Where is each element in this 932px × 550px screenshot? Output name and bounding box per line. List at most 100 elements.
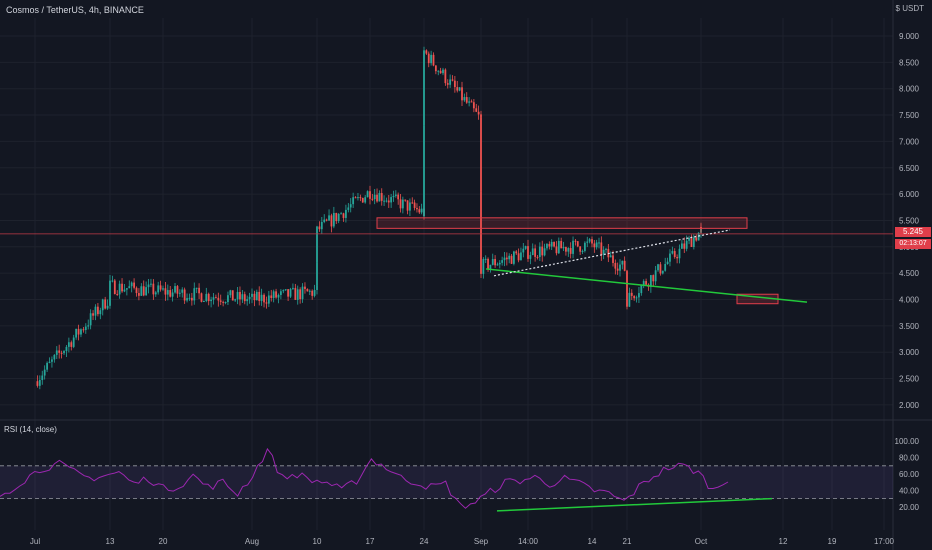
candle-body xyxy=(531,248,534,256)
candle-body xyxy=(583,242,586,251)
candle-body xyxy=(480,191,482,274)
candle-body xyxy=(555,246,558,254)
candle-body xyxy=(451,79,454,81)
candle-body xyxy=(279,291,282,295)
time-tick-label: 21 xyxy=(623,537,632,546)
candle-body xyxy=(458,87,461,91)
candle-body xyxy=(399,199,402,209)
candle-body xyxy=(444,69,447,84)
candle-body xyxy=(572,240,574,254)
candle-body xyxy=(159,285,162,290)
candle-body xyxy=(510,255,513,264)
candle-body xyxy=(198,287,200,294)
candle-body xyxy=(387,200,390,203)
candle-body xyxy=(48,361,51,363)
candle-body xyxy=(437,70,440,72)
candle-body xyxy=(685,240,688,249)
candle-body xyxy=(527,246,529,259)
candle-body xyxy=(111,280,114,282)
candle-body xyxy=(468,101,471,103)
price-tick-label: 3.500 xyxy=(899,322,920,331)
candle-body xyxy=(263,294,265,303)
candle-body xyxy=(619,264,621,271)
candle-body xyxy=(376,194,378,202)
candle-body xyxy=(323,219,326,222)
candle-body xyxy=(75,328,78,338)
candle-body xyxy=(463,97,466,101)
candle-body xyxy=(224,302,227,304)
candle-body xyxy=(659,264,662,274)
candle-body xyxy=(442,69,444,74)
candle-body xyxy=(423,50,425,126)
candle-body xyxy=(425,50,428,54)
time-tick-label: 24 xyxy=(420,537,429,546)
candle-body xyxy=(418,209,421,213)
candle-body xyxy=(217,297,220,301)
candle-body xyxy=(130,282,133,287)
candle-body xyxy=(546,243,548,249)
candle-body xyxy=(586,241,589,243)
candle-body xyxy=(316,262,318,286)
candle-body xyxy=(92,313,94,316)
candle-body xyxy=(378,193,381,202)
rsi-tick-label: 40.00 xyxy=(899,486,920,495)
candle-body xyxy=(427,53,430,64)
candle-body xyxy=(560,240,563,249)
candle-body xyxy=(354,197,357,199)
price-tick-label: 6.500 xyxy=(899,164,920,173)
candle-body xyxy=(116,294,119,296)
candle-body xyxy=(683,243,686,249)
candle-body xyxy=(461,87,463,101)
time-tick-label: Sep xyxy=(474,537,489,546)
price-tick-label: 3.000 xyxy=(899,348,920,357)
candle-body xyxy=(550,241,553,247)
candle-body xyxy=(529,255,532,259)
candle-body xyxy=(287,289,290,297)
candle-body xyxy=(496,264,499,266)
candle-body xyxy=(150,283,152,285)
candle-body xyxy=(669,253,671,262)
candle-body xyxy=(357,197,359,199)
candle-timer-tag: 02:13:07 xyxy=(895,239,931,249)
last-price-tag: 5.245 xyxy=(895,227,931,237)
candle-body xyxy=(147,284,150,288)
candle-body xyxy=(227,295,229,303)
candle-body xyxy=(292,287,294,289)
candle-body xyxy=(397,194,400,200)
candle-body xyxy=(222,301,225,303)
candle-body xyxy=(614,262,617,269)
rsi-label: RSI (14, close) xyxy=(4,425,57,434)
candle-body xyxy=(67,342,70,347)
candle-body xyxy=(432,54,435,66)
candle-body xyxy=(420,208,423,213)
candle-body xyxy=(562,247,565,249)
candle-body xyxy=(409,202,411,211)
price-tick-label: 6.000 xyxy=(899,190,920,199)
candle-body xyxy=(543,248,546,256)
candle-body xyxy=(251,293,253,297)
candle-body xyxy=(152,283,155,295)
candle-body xyxy=(453,80,456,88)
candle-body xyxy=(89,313,92,326)
candle-body xyxy=(541,246,544,256)
candle-body xyxy=(633,295,636,299)
candle-body xyxy=(118,283,121,295)
currency-label[interactable]: $ USDT xyxy=(895,4,924,13)
candle-body xyxy=(517,253,520,261)
candle-body xyxy=(401,199,404,209)
candle-body xyxy=(190,297,193,301)
candle-body xyxy=(520,252,522,261)
candle-body xyxy=(522,248,525,253)
candle-body xyxy=(43,369,46,376)
candle-body xyxy=(316,226,318,263)
candle-body xyxy=(373,194,376,200)
candle-body xyxy=(638,293,640,298)
candle-body xyxy=(484,258,487,260)
candle-body xyxy=(157,285,160,293)
candle-body xyxy=(470,101,473,103)
candle-body xyxy=(385,200,388,202)
candle-body xyxy=(416,207,418,210)
candle-body xyxy=(342,213,345,218)
dotted-trendline xyxy=(493,229,731,277)
candle-body xyxy=(359,197,362,199)
